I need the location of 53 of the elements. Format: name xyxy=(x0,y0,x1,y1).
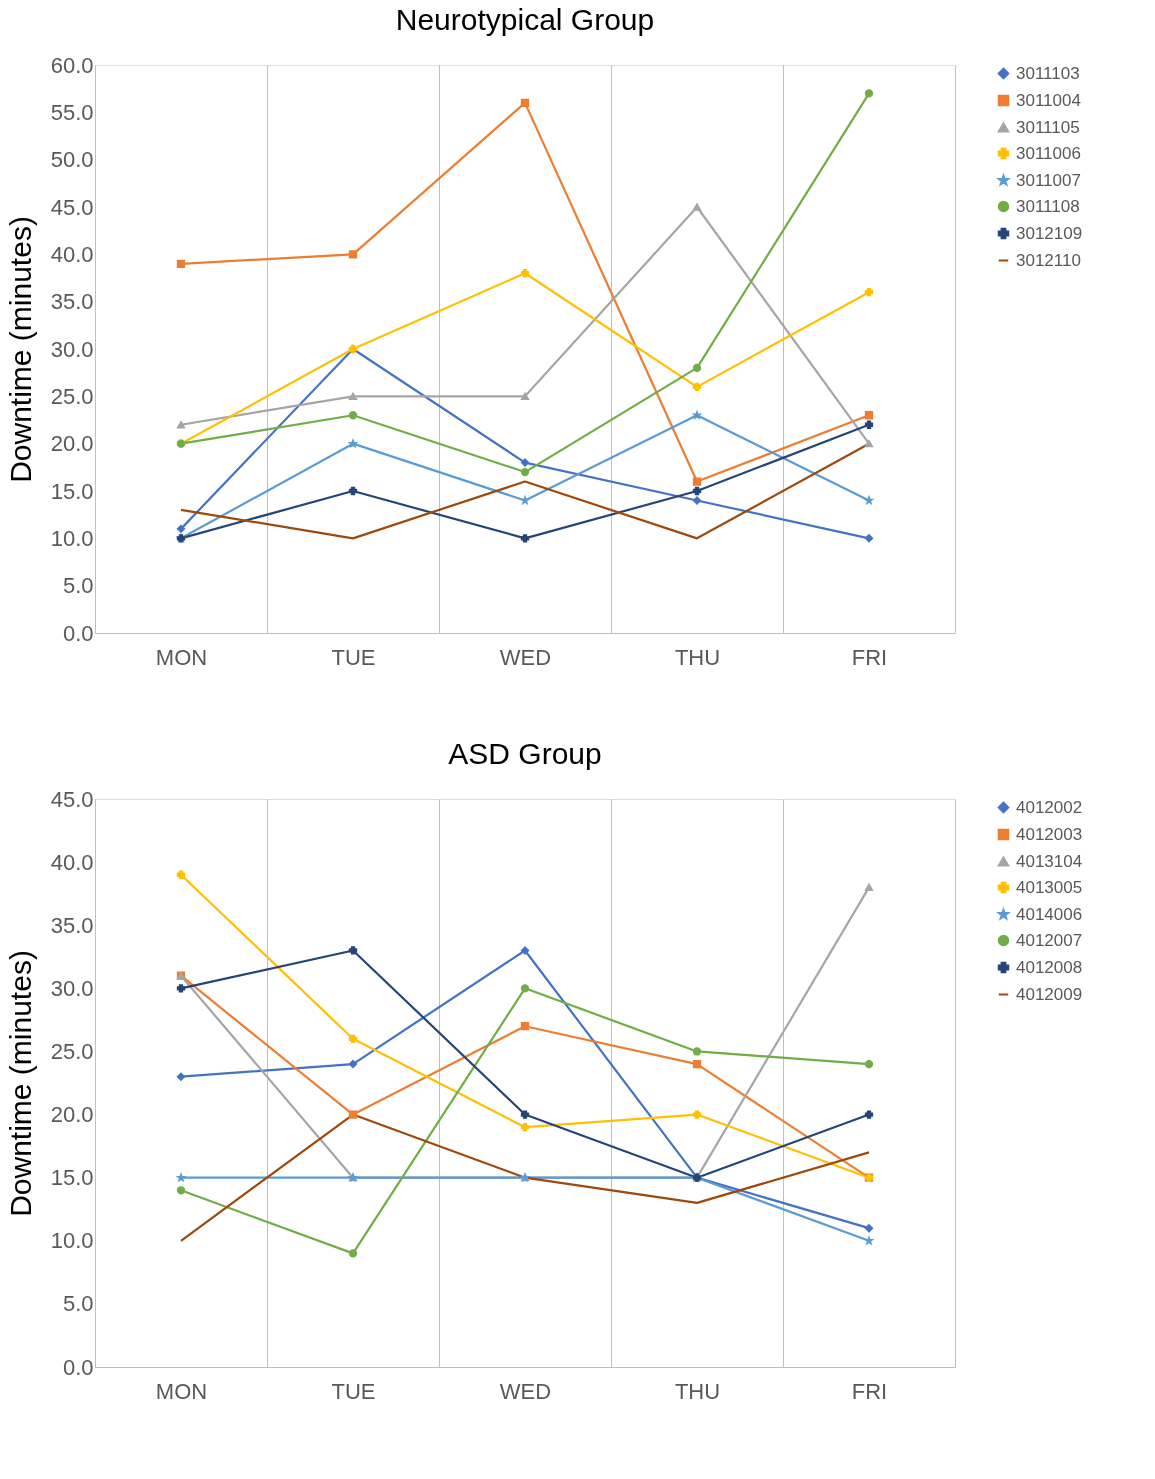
y-tick-label: 30.0 xyxy=(50,336,94,362)
y-tick-label: 15.0 xyxy=(50,1165,94,1191)
legend-label: 3011108 xyxy=(1016,196,1080,216)
y-tick-label: 20.0 xyxy=(50,431,94,457)
y-tick-label: 5.0 xyxy=(62,1291,94,1317)
y-tick-label: 30.0 xyxy=(50,975,94,1001)
chart-title: ASD Group xyxy=(448,737,602,770)
y-tick-label: 10.0 xyxy=(50,1228,94,1254)
y-tick-label: 5.0 xyxy=(62,573,94,599)
x-tick-label: TUE xyxy=(331,644,376,670)
y-tick-label: 55.0 xyxy=(50,99,94,125)
legend-label: 3011007 xyxy=(1016,170,1081,190)
y-axis-title: Downtime (minutes) xyxy=(3,950,37,1217)
legend-label: 4012002 xyxy=(1016,797,1083,817)
x-tick-label: FRI xyxy=(851,1378,888,1404)
x-tick-label: THU xyxy=(674,1378,721,1404)
y-tick-label: 50.0 xyxy=(50,147,94,173)
y-tick-label: 35.0 xyxy=(50,289,94,315)
x-tick-label: WED xyxy=(499,644,552,670)
legend-label: 4013104 xyxy=(1016,851,1083,871)
y-tick-label: 15.0 xyxy=(50,478,94,504)
y-tick-label: 35.0 xyxy=(50,912,94,938)
legend-label: 3011105 xyxy=(1016,117,1080,137)
y-tick-label: 25.0 xyxy=(50,1038,94,1064)
legend-label: 3011103 xyxy=(1016,63,1080,83)
y-tick-label: 45.0 xyxy=(50,786,94,812)
legend-label: 3012109 xyxy=(1016,223,1083,243)
legend-label: 4013005 xyxy=(1016,877,1083,897)
x-tick-label: WED xyxy=(499,1378,552,1404)
x-tick-label: THU xyxy=(674,644,721,670)
y-tick-label: 60.0 xyxy=(50,52,94,78)
legend-label: 4012003 xyxy=(1016,824,1083,844)
y-tick-label: 0.0 xyxy=(62,1354,94,1380)
y-tick-label: 40.0 xyxy=(50,849,94,875)
y-axis-title: Downtime (minutes) xyxy=(3,216,37,483)
legend-label: 3011004 xyxy=(1016,90,1081,110)
legend-label: 4012008 xyxy=(1016,957,1083,977)
y-tick-label: 20.0 xyxy=(50,1102,94,1128)
legend-label: 3011006 xyxy=(1016,143,1081,163)
legend-label: 4012007 xyxy=(1016,930,1083,950)
y-tick-label: 40.0 xyxy=(50,241,94,267)
chart-title: Neurotypical Group xyxy=(395,3,655,36)
x-tick-label: FRI xyxy=(851,644,888,670)
y-tick-label: 45.0 xyxy=(50,194,94,220)
legend-label: 3012110 xyxy=(1016,250,1081,270)
x-tick-label: MON xyxy=(155,1378,208,1404)
legend-label: 4012009 xyxy=(1016,984,1083,1004)
x-tick-label: TUE xyxy=(331,1378,376,1404)
y-tick-label: 25.0 xyxy=(50,383,94,409)
legend-label: 4014006 xyxy=(1016,904,1083,924)
y-tick-label: 0.0 xyxy=(62,620,94,646)
x-tick-label: MON xyxy=(155,644,208,670)
y-tick-label: 10.0 xyxy=(50,525,94,551)
